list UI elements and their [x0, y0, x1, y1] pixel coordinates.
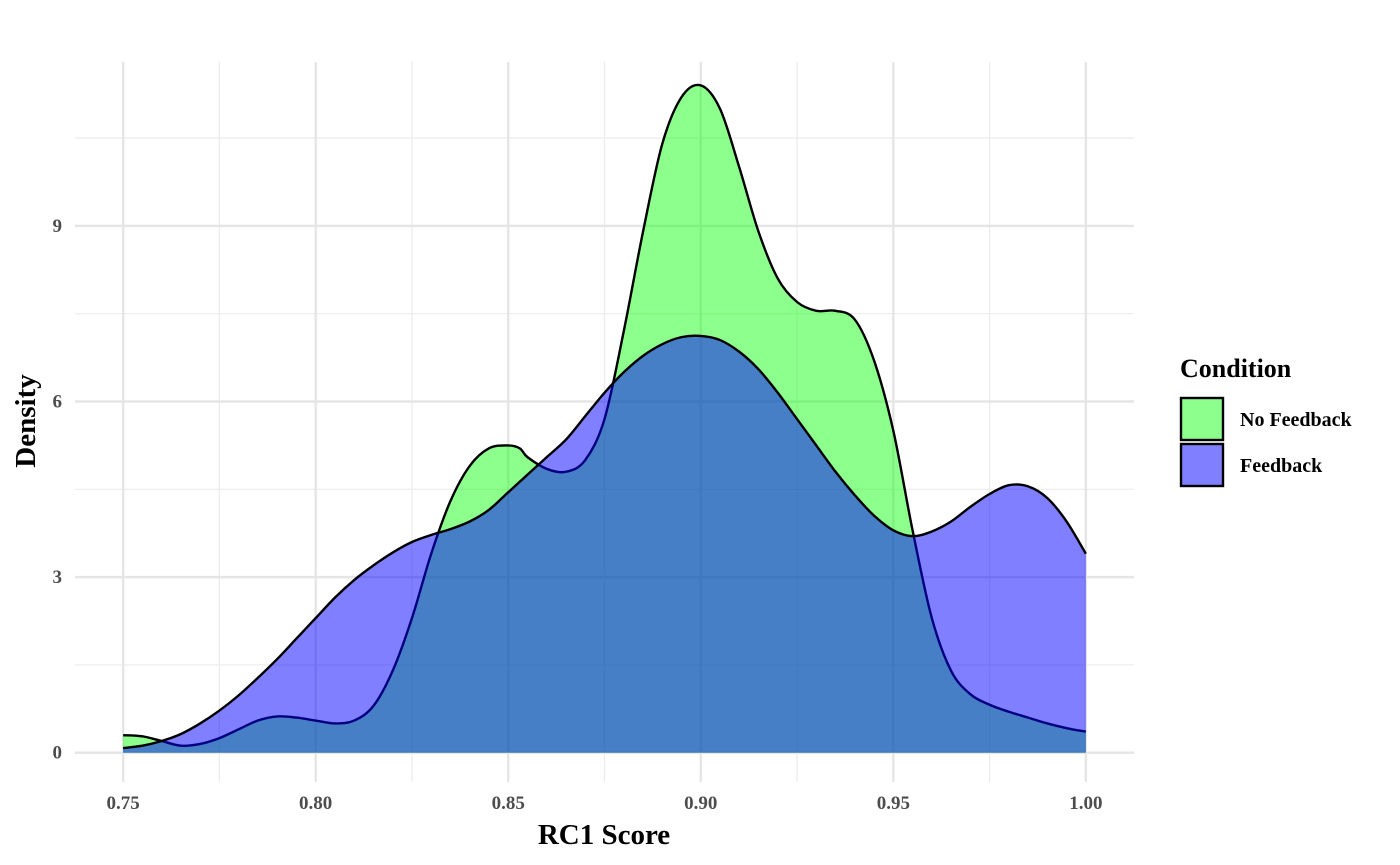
y-axis-ticks: 0 3 6 9: [53, 216, 63, 764]
x-tick-label: 0.75: [107, 793, 140, 814]
x-tick-label: 1.00: [1069, 793, 1102, 814]
x-tick-label: 0.85: [492, 793, 525, 814]
x-tick-label: 0.90: [684, 793, 717, 814]
legend-key-no-feedback: [1179, 396, 1225, 442]
y-tick-label: 3: [53, 567, 63, 588]
x-tick-label: 0.80: [299, 793, 332, 814]
x-axis-title: RC1 Score: [538, 819, 670, 851]
legend-label-feedback: Feedback: [1240, 455, 1323, 477]
y-axis-title: Density: [10, 374, 42, 468]
y-tick-label: 6: [53, 392, 63, 413]
legend-key-feedback: [1179, 442, 1225, 488]
y-tick-label: 0: [53, 743, 63, 764]
density-area-feedback: [123, 335, 1086, 753]
legend-title: Condition: [1180, 354, 1292, 383]
x-axis-ticks: 0.75 0.80 0.85 0.90 0.95 1.00: [107, 793, 1103, 814]
legend-label-no-feedback: No Feedback: [1240, 409, 1353, 431]
x-tick-label: 0.95: [877, 793, 910, 814]
legend-key-bg: [1181, 398, 1223, 440]
legend-items: No Feedback Feedback: [1179, 396, 1353, 488]
legend: Condition No Feedback Feedback: [1179, 354, 1353, 488]
density-line-feedback: [122, 334, 1087, 750]
y-tick-label: 9: [53, 216, 63, 237]
density-areas: [122, 83, 1087, 753]
